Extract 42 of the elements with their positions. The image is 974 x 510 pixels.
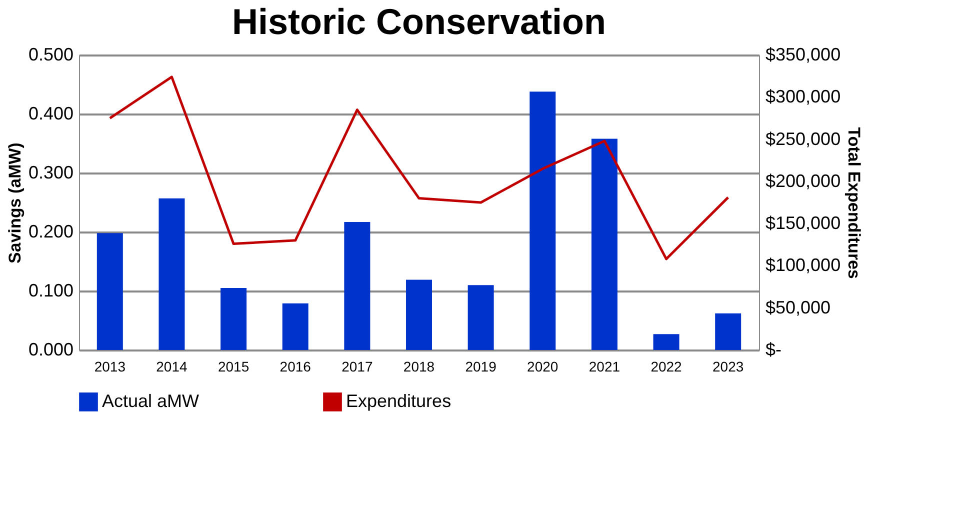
- bar: [344, 222, 370, 350]
- bar: [530, 92, 556, 350]
- bar: [468, 285, 494, 350]
- x-tick-label: 2021: [588, 358, 620, 374]
- legend-label: Expenditures: [346, 390, 452, 411]
- x-tick-label: 2019: [465, 358, 497, 374]
- x-tick-label: 2015: [218, 358, 250, 374]
- x-tick-label: 2022: [650, 358, 682, 374]
- x-tick-label: 2014: [156, 358, 188, 374]
- chart-title: Historic Conservation: [232, 1, 606, 42]
- y2-tick-label: $150,000: [766, 213, 841, 234]
- legend-label: Actual aMW: [102, 390, 200, 411]
- x-tick-label: 2020: [527, 358, 558, 374]
- bar: [96, 233, 123, 350]
- bar: [220, 288, 247, 350]
- x-tick-label: 2023: [712, 358, 744, 374]
- y-tick-label: 0.200: [28, 222, 74, 242]
- y-tick-label: 0.300: [28, 162, 74, 182]
- y-axis-title: Savings (aMW): [5, 142, 24, 264]
- line-series: [108, 76, 730, 260]
- x-tick-label: 2016: [280, 358, 312, 374]
- y-tick-label: 0.400: [28, 104, 74, 124]
- y-tick-label: 0.000: [28, 340, 74, 360]
- y2-axis-title: Total Expenditures: [844, 127, 864, 279]
- bar: [158, 198, 185, 350]
- y-tick-label: 0.100: [28, 280, 74, 300]
- x-tick-label: 2018: [403, 358, 435, 374]
- bar: [653, 334, 680, 350]
- bar: [715, 313, 742, 350]
- y2-tick-label: $250,000: [766, 128, 841, 149]
- y2-tick-label: $300,000: [766, 86, 841, 107]
- y-tick-label: 0.500: [28, 44, 74, 64]
- bar: [282, 303, 308, 350]
- y2-tick-label: $200,000: [766, 170, 841, 191]
- x-tick-label: 2017: [342, 358, 373, 374]
- y2-tick-label: $100,000: [766, 255, 841, 276]
- y2-tick-label: $50,000: [766, 297, 831, 318]
- bar: [591, 138, 618, 350]
- y2-tick-label: $-: [766, 340, 782, 360]
- x-tick-label: 2013: [94, 358, 126, 374]
- y2-tick-label: $350,000: [766, 44, 841, 64]
- bar: [406, 280, 432, 350]
